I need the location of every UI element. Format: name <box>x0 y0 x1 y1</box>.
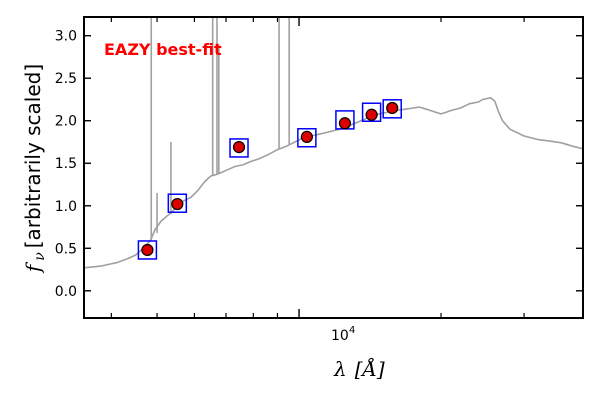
y-axis-label-rest: [arbitrarily scaled] <box>21 64 45 248</box>
x-tick-label-exponent: 4 <box>349 325 355 336</box>
observed-photometry-point-6 <box>386 101 399 115</box>
model-photometry-square-6 <box>382 99 402 119</box>
observed-photometry-point-2 <box>232 140 246 154</box>
x-axis-label-var: λ <box>333 357 347 381</box>
y-axis-label-sub: ν <box>32 252 48 261</box>
x-axis-label: λ [Å] <box>333 356 385 381</box>
y-tick-label-6: 3.0 <box>55 29 77 45</box>
y-tick-label-5: 2.5 <box>55 71 77 87</box>
template-spectrum-line <box>84 97 583 269</box>
y-tick-label-2: 1.0 <box>55 199 77 215</box>
x-tick-label-base: 10 <box>331 328 349 344</box>
observed-photometry-point-4 <box>338 117 352 130</box>
axis-ticks <box>84 17 583 318</box>
model-photometry-square-5 <box>361 102 382 122</box>
y-tick-label-3: 1.5 <box>55 156 77 172</box>
observed-photometry-point-0 <box>141 243 154 257</box>
observed-photometry-point-5 <box>365 108 378 121</box>
model-photometry-square-0 <box>137 240 158 260</box>
plot-area <box>84 17 583 269</box>
model-photometry-square-1 <box>167 193 188 213</box>
observed-photometry-point-3 <box>300 130 313 143</box>
y-tick-label-4: 2.0 <box>55 114 77 130</box>
model-photometry-square-3 <box>297 127 317 148</box>
y-tick-label-0: 0.0 <box>55 284 77 300</box>
observed-photometry-point-1 <box>171 197 184 211</box>
y-axis-label: f ν [arbitrarily scaled] <box>21 64 48 274</box>
plot-frame <box>83 16 584 319</box>
chart-annotation: EAZY best-fit <box>104 40 222 59</box>
y-axis-label-var: f <box>21 261 45 274</box>
y-tick-label-1: 0.5 <box>55 241 77 257</box>
model-photometry-square-2 <box>229 138 249 158</box>
x-axis-label-unit: [Å] <box>355 356 385 381</box>
